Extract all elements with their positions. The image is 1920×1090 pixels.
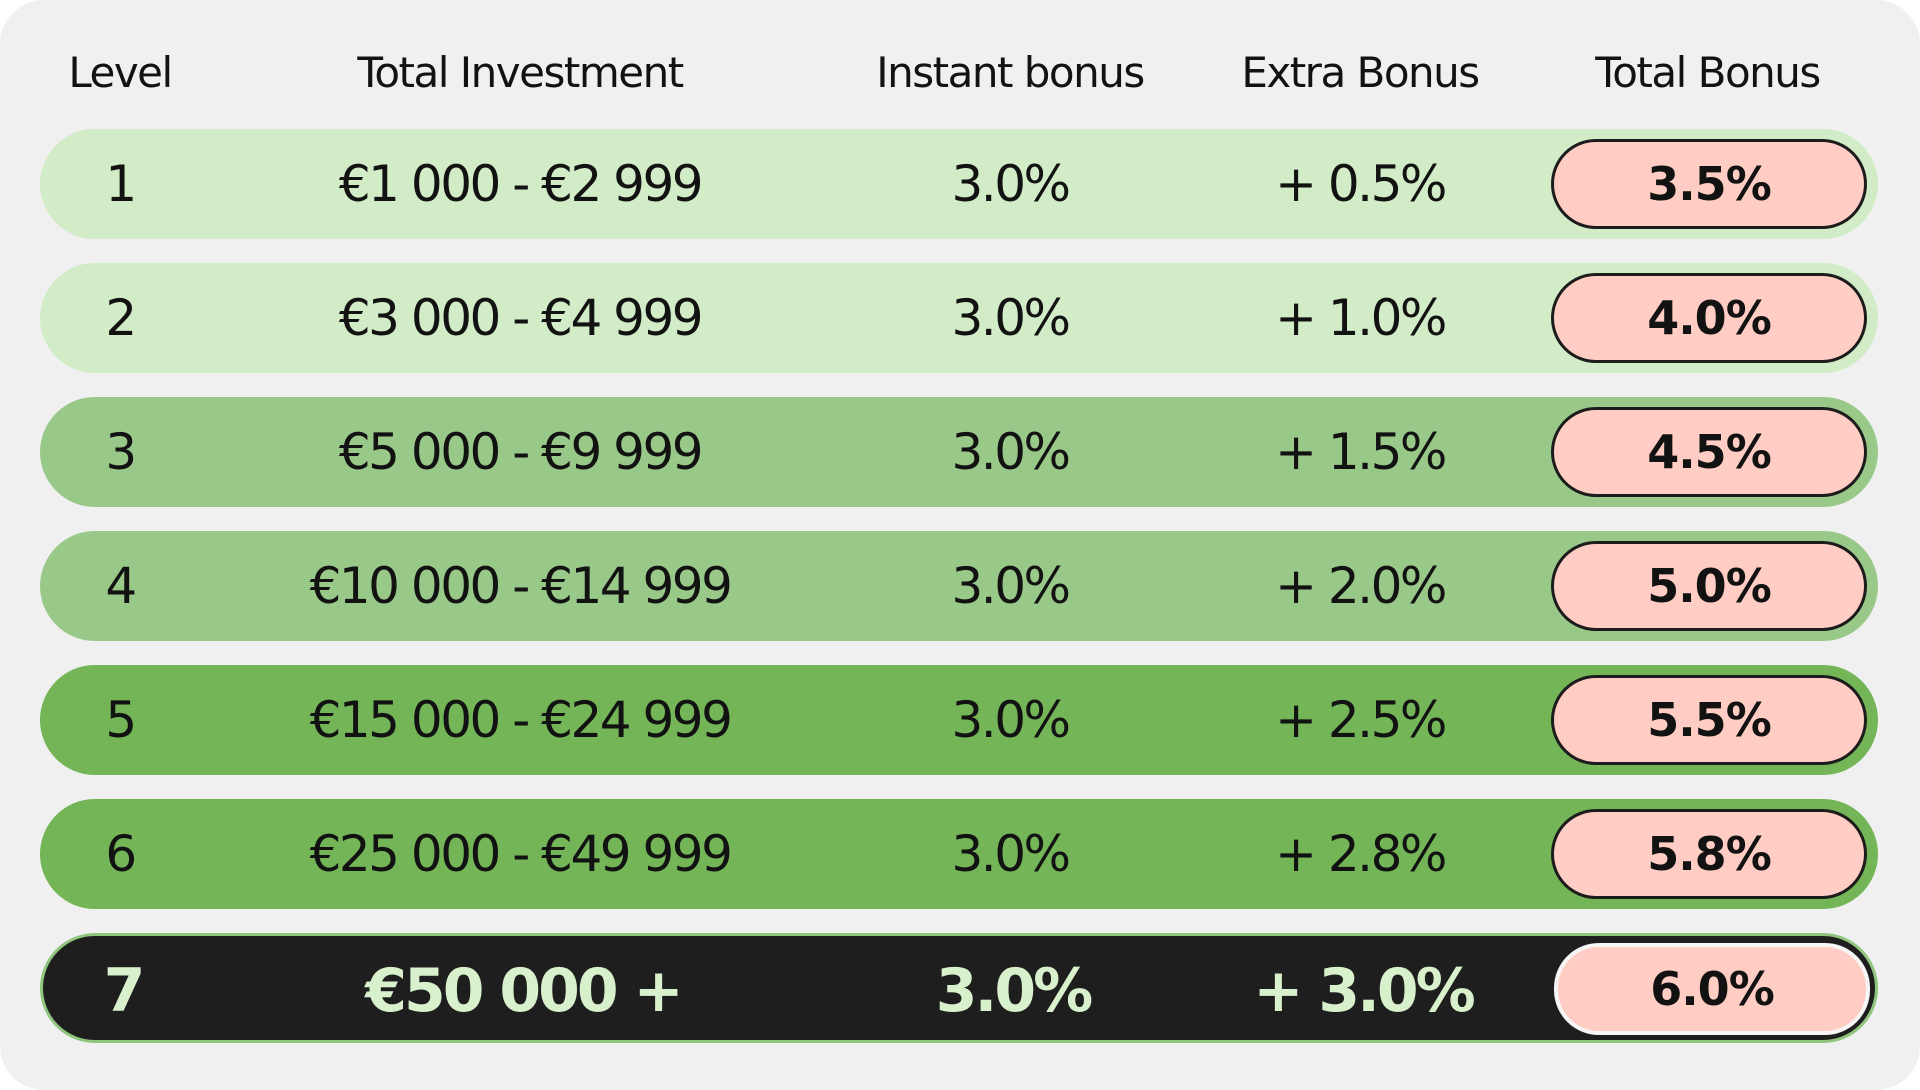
header-instant-bonus: Instant bonus: [876, 48, 1145, 97]
investment-range-cell: €15 000 - €24 999: [309, 691, 733, 749]
table-row: 1 €1 000 - €2 999 3.0% + 0.5% 3.5%: [40, 129, 1878, 239]
header-total-investment: Total Investment: [357, 48, 684, 97]
table-row: 4 €10 000 - €14 999 3.0% + 2.0% 5.0%: [40, 531, 1878, 641]
table-row: 6 €25 000 - €49 999 3.0% + 2.8% 5.8%: [40, 799, 1878, 909]
total-bonus-pill: 4.5%: [1551, 407, 1867, 497]
total-bonus-pill: 3.5%: [1551, 139, 1867, 229]
level-cell: 7: [103, 956, 146, 1026]
header-extra-bonus: Extra Bonus: [1241, 48, 1480, 97]
header-level: Level: [68, 48, 173, 97]
instant-bonus-cell: 3.0%: [951, 825, 1071, 883]
total-bonus-pill: 5.5%: [1551, 675, 1867, 765]
investment-range-cell: €3 000 - €4 999: [338, 289, 704, 347]
table-header: Level Total Investment Instant bonus Ext…: [0, 42, 1920, 104]
level-cell: 1: [105, 155, 137, 213]
total-bonus-pill: 5.0%: [1551, 541, 1867, 631]
instant-bonus-cell: 3.0%: [951, 423, 1071, 481]
total-bonus-pill: 6.0%: [1554, 943, 1870, 1035]
investment-range-cell: €50 000 +: [365, 956, 684, 1026]
investment-range-cell: €1 000 - €2 999: [338, 155, 704, 213]
extra-bonus-cell: + 1.0%: [1275, 289, 1447, 347]
level-cell: 5: [105, 691, 137, 749]
table-row: 5 €15 000 - €24 999 3.0% + 2.5% 5.5%: [40, 665, 1878, 775]
level-cell: 2: [105, 289, 137, 347]
instant-bonus-cell: 3.0%: [935, 956, 1093, 1026]
table-row: 2 €3 000 - €4 999 3.0% + 1.0% 4.0%: [40, 263, 1878, 373]
extra-bonus-cell: + 2.5%: [1275, 691, 1447, 749]
instant-bonus-cell: 3.0%: [951, 691, 1071, 749]
instant-bonus-cell: 3.0%: [951, 557, 1071, 615]
extra-bonus-cell: + 3.0%: [1253, 956, 1476, 1026]
table-row: 3 €5 000 - €9 999 3.0% + 1.5% 4.5%: [40, 397, 1878, 507]
investment-range-cell: €5 000 - €9 999: [338, 423, 704, 481]
level-cell: 6: [105, 825, 137, 883]
level-cell: 3: [105, 423, 137, 481]
total-bonus-pill: 5.8%: [1551, 809, 1867, 899]
total-bonus-pill: 4.0%: [1551, 273, 1867, 363]
level-cell: 4: [105, 557, 137, 615]
extra-bonus-cell: + 1.5%: [1275, 423, 1447, 481]
investment-range-cell: €10 000 - €14 999: [309, 557, 733, 615]
instant-bonus-cell: 3.0%: [951, 289, 1071, 347]
instant-bonus-cell: 3.0%: [951, 155, 1071, 213]
extra-bonus-cell: + 0.5%: [1275, 155, 1447, 213]
extra-bonus-cell: + 2.0%: [1275, 557, 1447, 615]
extra-bonus-cell: + 2.8%: [1275, 825, 1447, 883]
investment-range-cell: €25 000 - €49 999: [309, 825, 733, 883]
header-total-bonus: Total Bonus: [1595, 48, 1821, 97]
table-row-top-level: 7 €50 000 + 3.0% + 3.0% 6.0%: [40, 933, 1878, 1043]
